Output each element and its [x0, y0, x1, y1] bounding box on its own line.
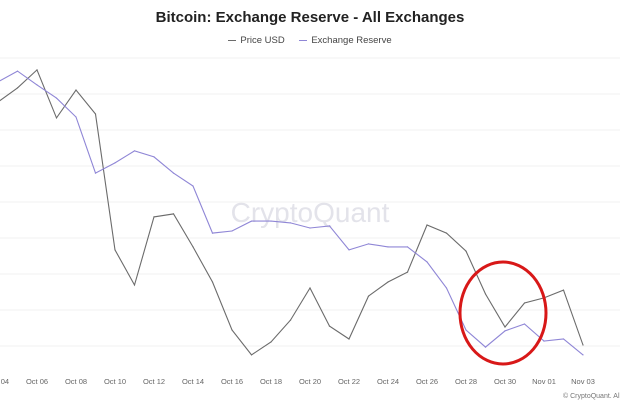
data-point-price: [367, 295, 370, 297]
legend-swatch-reserve: [299, 39, 308, 41]
x-tick-label: Oct 08: [65, 377, 87, 386]
data-point-reserve: [270, 220, 272, 222]
data-point-reserve: [55, 97, 58, 99]
data-point-price: [426, 224, 428, 226]
data-point-price: [172, 213, 175, 215]
data-point-reserve: [172, 172, 175, 174]
legend-swatch-price: [228, 39, 237, 41]
data-point-reserve: [348, 249, 350, 251]
chart-title: Bitcoin: Exchange Reserve - All Exchange…: [155, 9, 465, 26]
data-point-price: [504, 326, 506, 328]
data-point-price: [211, 281, 214, 283]
data-point-price: [153, 216, 155, 218]
x-tick-label: Oct 12: [143, 377, 165, 386]
data-point-reserve: [250, 220, 253, 222]
legend-label-reserve: Exchange Reserve: [311, 35, 392, 46]
copyright-credit: © CryptoQuant. All rig: [563, 392, 620, 400]
highlight-circle-annotation: [458, 260, 548, 366]
x-tick-label: Oct 14: [182, 377, 204, 386]
data-point-reserve: [582, 354, 584, 356]
data-point-reserve: [484, 346, 487, 348]
data-point-reserve: [465, 329, 467, 331]
data-point-price: [348, 338, 350, 340]
data-point-price: [231, 329, 233, 331]
data-point-price: [465, 250, 467, 252]
data-point-price: [445, 232, 448, 234]
x-tick-label: Oct 10: [104, 377, 126, 386]
x-tick-label: Oct 30: [494, 377, 516, 386]
data-point-price: [114, 249, 116, 251]
data-point-price: [55, 117, 58, 119]
data-point-price: [289, 319, 292, 321]
data-point-reserve: [387, 246, 389, 248]
data-point-price: [484, 293, 487, 295]
data-point-price: [582, 344, 584, 346]
data-point-price: [406, 271, 409, 273]
data-point-reserve: [328, 225, 331, 227]
x-tick-label: Oct 06: [26, 377, 48, 386]
data-point-reserve: [562, 338, 565, 340]
legend: Price USD Exchange Reserve: [0, 35, 620, 46]
data-point-reserve: [543, 340, 545, 342]
x-tick-label: Oct 24: [377, 377, 399, 386]
x-tick-label: Oct 04: [0, 377, 9, 386]
x-tick-label: Nov 03: [571, 377, 595, 386]
data-point-price: [270, 341, 272, 343]
data-point-reserve: [406, 246, 409, 248]
watermark: CryptoQuant: [231, 197, 390, 228]
x-tick-label: Oct 28: [455, 377, 477, 386]
data-point-price: [94, 113, 97, 115]
data-point-price: [192, 246, 194, 248]
data-point-reserve: [367, 243, 370, 245]
x-tick-label: Nov 01: [532, 377, 556, 386]
data-point-reserve: [114, 162, 116, 164]
data-point-reserve: [309, 227, 311, 229]
data-point-price: [562, 289, 565, 291]
data-point-reserve: [523, 323, 526, 325]
data-point-price: [309, 287, 311, 289]
data-point-reserve: [426, 261, 428, 263]
data-point-price: [75, 89, 77, 91]
data-point-price: [328, 325, 331, 327]
data-point-price: [16, 87, 19, 89]
x-tick-label: Oct 20: [299, 377, 321, 386]
data-point-price: [133, 284, 136, 286]
legend-item-price[interactable]: Price USD: [228, 35, 285, 46]
data-point-reserve: [94, 172, 97, 174]
data-point-reserve: [133, 150, 136, 152]
x-tick-label: Oct 18: [260, 377, 282, 386]
data-point-price: [523, 302, 526, 304]
data-point-reserve: [504, 330, 506, 332]
data-point-price: [387, 281, 389, 283]
legend-item-reserve[interactable]: Exchange Reserve: [299, 35, 392, 46]
x-tick-label: Oct 26: [416, 377, 438, 386]
data-point-reserve: [211, 232, 214, 234]
data-point-reserve: [16, 70, 19, 72]
x-tick-label: Oct 16: [221, 377, 243, 386]
data-point-price: [250, 354, 253, 356]
data-point-reserve: [231, 230, 233, 232]
legend-label-price: Price USD: [240, 35, 285, 46]
data-point-reserve: [153, 156, 155, 158]
x-tick-label: Oct 22: [338, 377, 360, 386]
data-point-reserve: [445, 287, 448, 289]
data-point-reserve: [289, 222, 292, 224]
data-point-price: [36, 69, 38, 71]
data-point-reserve: [75, 116, 77, 118]
data-point-reserve: [192, 185, 194, 187]
data-point-reserve: [36, 84, 38, 86]
